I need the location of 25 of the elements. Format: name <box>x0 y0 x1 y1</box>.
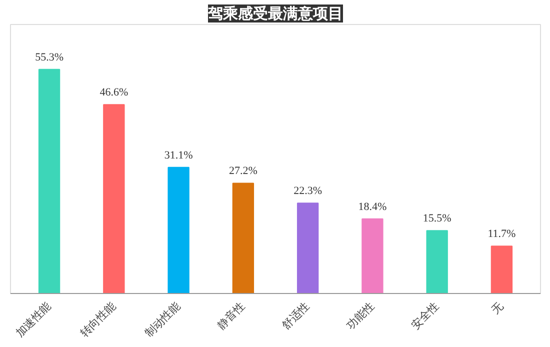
bar <box>490 246 513 294</box>
x-tick-label: 功能性 <box>344 300 377 332</box>
x-tick-label: 安全性 <box>408 300 442 332</box>
x-tick-label: 加速性能 <box>13 300 54 340</box>
bar <box>38 68 60 294</box>
bar <box>103 104 125 294</box>
bar <box>232 182 254 294</box>
chart-title: 驾乘感受最满意项目 <box>207 4 343 22</box>
bar <box>362 218 384 294</box>
bar <box>168 166 190 294</box>
x-tick-label: 转向性能 <box>78 300 118 340</box>
data-label: 27.2% <box>228 165 258 178</box>
x-tick-label: 静音性 <box>214 300 248 332</box>
bar <box>426 230 448 294</box>
data-label: 31.1% <box>164 149 193 162</box>
bar <box>296 202 319 294</box>
x-tick-label: 舒适性 <box>280 300 312 332</box>
x-tick-label: 制动性能 <box>142 300 183 340</box>
data-label: 22.3% <box>294 185 322 198</box>
data-label: 18.4% <box>358 200 387 213</box>
data-label: 46.6% <box>100 86 128 99</box>
data-label: 11.7% <box>488 228 516 240</box>
x-tick-label: 无 <box>490 300 506 317</box>
data-label: 55.3% <box>35 51 64 64</box>
data-label: 15.5% <box>422 212 452 225</box>
